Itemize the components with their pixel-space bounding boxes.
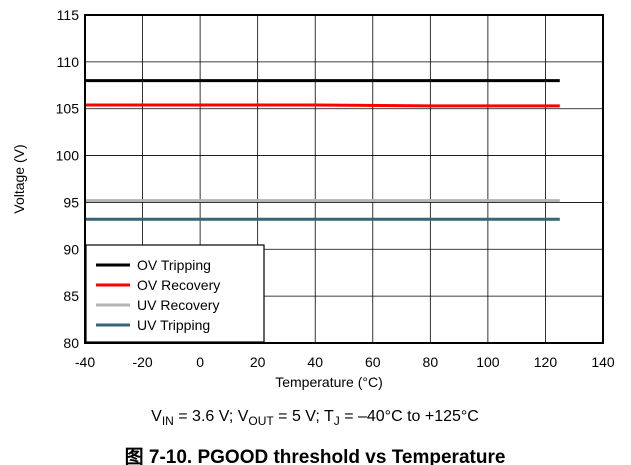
legend: OV Tripping OV Recovery UV Recovery UV Trip…: [85, 244, 265, 343]
x-tick-label-1: -20: [132, 354, 152, 370]
x-tick-label-4: 40: [307, 354, 323, 370]
y-tick-label-5: 105: [56, 101, 80, 117]
x-axis-title: Temperature (°C): [275, 374, 383, 390]
caption-text: = 5 V; T: [274, 408, 334, 425]
y-tick-label-4: 100: [56, 148, 80, 164]
legend-label-ov-tripping: OV Tripping: [137, 257, 211, 273]
y-tick-label-0: 80: [63, 335, 79, 351]
caption-text: = –40°C to +125°C: [340, 408, 479, 425]
y-tick-label-3: 95: [63, 194, 79, 210]
x-tick-label-9: 140: [591, 354, 615, 370]
x-tick-label-7: 100: [476, 354, 500, 370]
test-conditions-caption: VIN = 3.6 V; VOUT = 5 V; TJ = –40°C to +…: [151, 408, 479, 428]
x-tick-label-0: -40: [75, 354, 95, 370]
caption-text: V: [151, 408, 162, 425]
caption-subscript: IN: [162, 414, 174, 428]
y-tick-label-2: 90: [63, 241, 79, 257]
caption-subscript: OUT: [248, 414, 274, 428]
series-lines: [85, 79, 560, 221]
legend-label-ov-recovery: OV Recovery: [137, 277, 220, 293]
x-tick-label-6: 80: [423, 354, 439, 370]
legend-label-uv-tripping: UV Tripping: [137, 317, 210, 333]
x-tick-labels: -40 -20 0 20 40 60 80 100 120 140: [75, 354, 615, 370]
plot-frame: [84, 14, 604, 344]
y-tick-label-6: 110: [57, 54, 80, 70]
y-axis-title: Voltage (V): [11, 144, 27, 213]
y-tick-label-7: 115: [57, 7, 80, 23]
legend-label-uv-recovery: UV Recovery: [137, 297, 219, 313]
x-tick-label-5: 60: [365, 354, 381, 370]
figure-title: 图 7-10. PGOOD threshold vs Temperature: [125, 446, 506, 465]
caption-subscript: J: [334, 414, 340, 428]
x-tick-label-8: 120: [534, 354, 558, 370]
y-tick-label-1: 85: [63, 288, 79, 304]
x-tick-label-3: 20: [250, 354, 266, 370]
caption-text: = 3.6 V; V: [174, 408, 249, 425]
x-tick-label-2: 0: [196, 354, 204, 370]
series-line-ov-recovery: [85, 103, 560, 108]
y-tick-labels: 80 85 90 95 100 105 110 115: [56, 7, 80, 351]
